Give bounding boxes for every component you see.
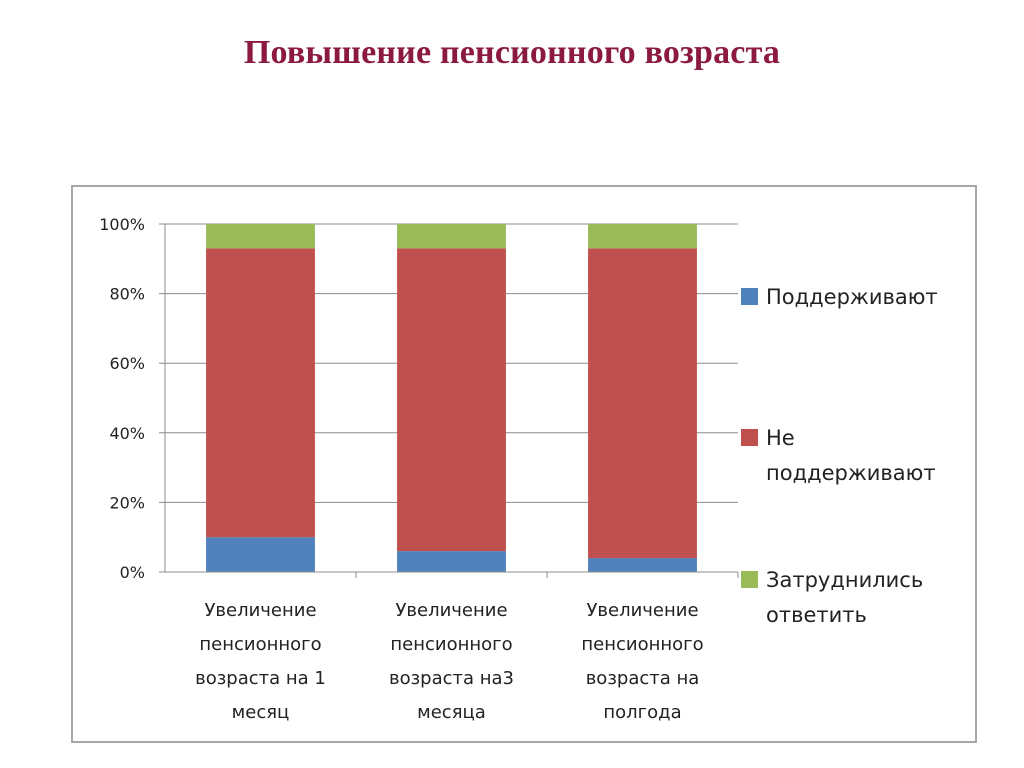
bar-segment xyxy=(397,248,506,552)
y-tick-label: 0% xyxy=(120,563,145,582)
bar-segment xyxy=(206,248,315,538)
bar-segment xyxy=(397,551,506,572)
bar-segment xyxy=(206,537,315,572)
x-category-label: возраста на 1 xyxy=(195,668,326,689)
x-category-label: пенсионного xyxy=(390,634,512,655)
y-tick-label: 60% xyxy=(109,354,145,373)
bar-segment xyxy=(588,224,697,249)
x-category-label: Увеличение xyxy=(586,600,698,621)
legend-label: Не xyxy=(766,426,795,450)
x-category-label: возраста на xyxy=(586,668,700,689)
bar-segment xyxy=(206,224,315,249)
x-category-label: полгода xyxy=(603,702,681,723)
legend-label: ответить xyxy=(766,603,867,627)
x-category-label: месяца xyxy=(417,702,486,723)
legend-label: поддерживают xyxy=(766,461,936,485)
x-category-label: Увеличение xyxy=(395,600,507,621)
legend-swatch xyxy=(741,288,758,305)
x-category-label: Увеличение xyxy=(204,600,316,621)
legend-swatch xyxy=(741,571,758,588)
y-tick-label: 20% xyxy=(109,493,145,512)
y-tick-label: 80% xyxy=(109,285,145,304)
x-category-label: месяц xyxy=(232,702,290,723)
y-tick-label: 100% xyxy=(99,215,145,234)
legend-label: Затруднились xyxy=(766,568,923,592)
slide-title: Повышение пенсионного возраста xyxy=(243,34,781,71)
axes: 0% 20% 40% 60% 80% 100% Увеличение пенсионного в… xyxy=(99,215,739,723)
bar-segment xyxy=(588,558,697,572)
bar-segment xyxy=(397,224,506,249)
y-tick-label: 40% xyxy=(109,424,145,443)
legend: Поддерживают Не поддерживают Затруднились от… xyxy=(741,285,938,627)
legend-label: Поддерживают xyxy=(766,285,938,309)
x-category-label: пенсионного xyxy=(199,634,321,655)
x-category-label: пенсионного xyxy=(581,634,703,655)
bar-segment xyxy=(588,248,697,559)
legend-swatch xyxy=(741,429,758,446)
x-category-label: возраста на3 xyxy=(389,668,514,689)
bars xyxy=(206,224,697,572)
